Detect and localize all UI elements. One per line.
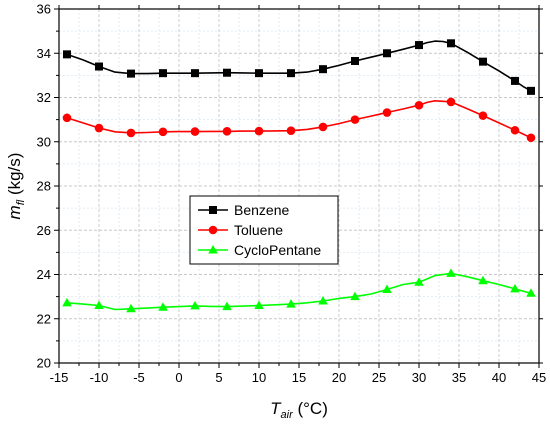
data-point bbox=[351, 56, 359, 65]
legend-label: CycloPentane bbox=[234, 242, 321, 258]
data-point bbox=[527, 86, 535, 95]
data-point bbox=[127, 69, 135, 78]
x-tick-label: -10 bbox=[90, 370, 109, 385]
x-axis-title-unit: (°C) bbox=[293, 399, 328, 418]
data-point bbox=[222, 127, 232, 136]
data-point bbox=[286, 299, 296, 308]
data-point bbox=[415, 41, 423, 50]
legend-label: Toluene bbox=[234, 222, 283, 238]
data-point bbox=[222, 301, 232, 311]
legend-marker bbox=[208, 245, 218, 254]
x-tick-label: 5 bbox=[215, 370, 222, 385]
x-axis-title-main: T bbox=[270, 399, 282, 418]
data-point bbox=[526, 133, 536, 143]
x-tick-label: 40 bbox=[492, 370, 506, 385]
legend: Benzene Toluene CycloPentane bbox=[189, 195, 339, 265]
x-tick-label: 20 bbox=[332, 370, 346, 385]
data-point bbox=[446, 268, 456, 277]
data-point bbox=[350, 115, 360, 124]
data-point bbox=[350, 291, 360, 301]
x-axis-title-sub: air bbox=[281, 409, 295, 421]
y-tick-label: 30 bbox=[37, 134, 51, 149]
data-point bbox=[478, 111, 488, 120]
series-cyclopentane bbox=[62, 268, 536, 313]
y-axis-title-main: m bbox=[5, 205, 24, 219]
data-point bbox=[510, 283, 520, 293]
data-point bbox=[318, 122, 328, 132]
data-point bbox=[447, 39, 455, 48]
data-point bbox=[510, 125, 520, 135]
y-axis-title-sub: fl bbox=[15, 199, 27, 205]
data-point bbox=[446, 97, 456, 107]
data-point bbox=[190, 300, 200, 310]
y-axis-title-unit: (kg/s) bbox=[5, 153, 24, 200]
y-tick-label: 22 bbox=[37, 311, 51, 326]
y-tick-label: 36 bbox=[37, 2, 51, 17]
x-tick-label: 45 bbox=[532, 370, 546, 385]
x-tick-label: 35 bbox=[452, 370, 466, 385]
y-tick-label: 20 bbox=[37, 356, 51, 371]
legend-item-toluene: Toluene bbox=[198, 222, 283, 238]
legend-marker bbox=[209, 206, 217, 214]
data-point bbox=[382, 108, 392, 117]
x-tick-label: -15 bbox=[50, 370, 69, 385]
legend-marker bbox=[208, 225, 218, 235]
x-tick-label: 0 bbox=[175, 370, 182, 385]
data-point bbox=[94, 300, 104, 309]
data-point bbox=[62, 113, 72, 123]
data-point bbox=[255, 69, 263, 78]
data-point bbox=[319, 65, 327, 74]
data-point bbox=[511, 76, 519, 85]
data-point bbox=[383, 49, 391, 58]
data-point bbox=[94, 123, 104, 133]
data-point bbox=[62, 297, 72, 307]
grid bbox=[58, 8, 540, 364]
y-tick-label: 32 bbox=[37, 90, 51, 105]
y-axis-title: mfl (kg/s) bbox=[5, 153, 27, 220]
data-point bbox=[254, 300, 264, 309]
x-tick-label: 10 bbox=[252, 370, 266, 385]
legend-item-cyclopentane: CycloPentane bbox=[198, 242, 321, 258]
data-point bbox=[158, 127, 168, 137]
data-point bbox=[126, 303, 136, 313]
x-tick-label: 25 bbox=[372, 370, 386, 385]
data-point bbox=[95, 62, 103, 71]
data-point bbox=[526, 288, 536, 297]
data-point bbox=[318, 296, 328, 305]
legend-label: Benzene bbox=[234, 202, 289, 218]
data-point bbox=[414, 277, 424, 286]
x-tick-label: -5 bbox=[133, 370, 145, 385]
y-tick-label: 34 bbox=[37, 46, 51, 61]
y-tick-label: 28 bbox=[37, 179, 51, 194]
x-tick-label: 30 bbox=[412, 370, 426, 385]
data-point bbox=[63, 50, 71, 59]
y-tick-label: 26 bbox=[37, 223, 51, 238]
legend-items: Benzene Toluene CycloPentane bbox=[198, 202, 321, 258]
data-point bbox=[223, 68, 231, 77]
data-point bbox=[414, 100, 424, 110]
data-point bbox=[382, 284, 392, 294]
y-tick-label: 24 bbox=[37, 267, 51, 282]
data-point bbox=[159, 69, 167, 78]
data-point bbox=[190, 127, 200, 136]
data-point bbox=[126, 128, 136, 138]
x-axis-title: Tair (°C) bbox=[270, 399, 328, 421]
data-point bbox=[478, 275, 488, 285]
axes-layer: -15 -10 -5 0 5 10 15 20 25 30 35 40 45 20 22 24 26 28 30 32… bbox=[37, 2, 547, 386]
data-point bbox=[191, 69, 199, 78]
data-point bbox=[286, 126, 296, 135]
series-toluene bbox=[62, 97, 536, 143]
data-point bbox=[254, 126, 264, 136]
data-point bbox=[479, 57, 487, 66]
data-point bbox=[158, 302, 168, 311]
legend-item-benzene: Benzene bbox=[198, 202, 289, 218]
data-point bbox=[287, 69, 295, 78]
series-line bbox=[66, 272, 532, 311]
series-benzene bbox=[63, 39, 535, 95]
x-tick-label: 15 bbox=[292, 370, 306, 385]
series-layer bbox=[62, 39, 536, 313]
